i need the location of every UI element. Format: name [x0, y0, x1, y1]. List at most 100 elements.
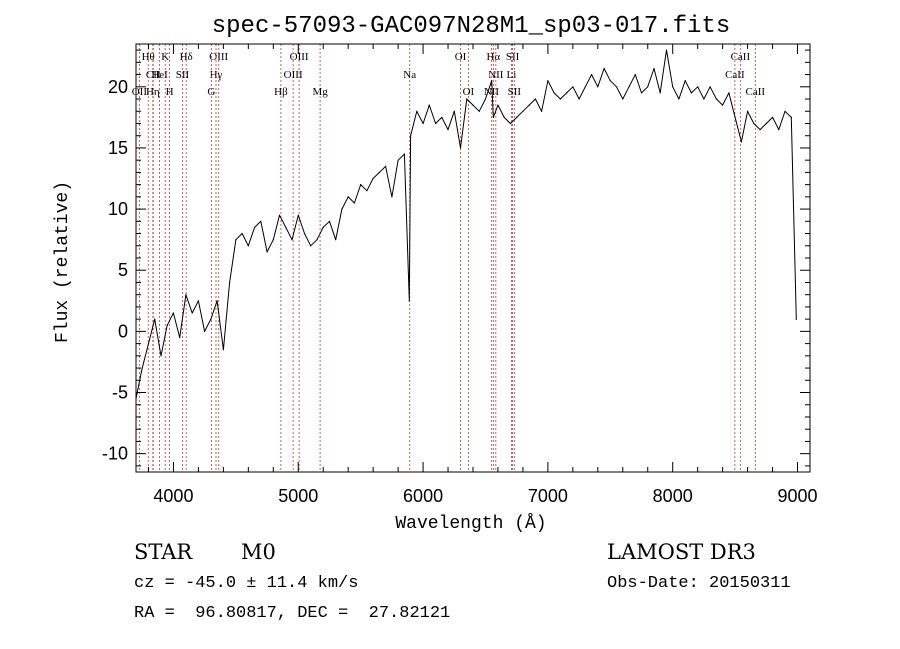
spectrum-point — [397, 159, 399, 161]
spectrum-point — [160, 355, 162, 357]
plot-frame — [135, 43, 811, 473]
spectrum-point — [578, 98, 580, 100]
line-marker-label: G — [207, 86, 215, 98]
spectrum-point — [584, 86, 586, 88]
spectrum-point — [697, 86, 699, 88]
spectrum-point — [659, 92, 661, 94]
spectrum-point — [541, 110, 543, 112]
spectrum-point — [291, 239, 293, 241]
spectrum-point — [534, 98, 537, 100]
spectrum-point — [559, 98, 562, 100]
spectrum-point — [628, 86, 630, 88]
spectrum-point — [278, 214, 281, 216]
spectrum-point — [784, 110, 786, 112]
spectrum-point — [795, 318, 797, 320]
observation-date: Obs-Date: 20150311 — [607, 574, 791, 593]
spectrum-point — [303, 232, 306, 235]
axis-ticks: 4000 5000 6000 7000 8000 9000 -10 -5 0 5 10 15 20 — [102, 44, 818, 506]
spectrum-point — [572, 86, 574, 88]
spectrum-point — [347, 196, 349, 198]
spectrum-point — [447, 129, 449, 131]
spectrum-point — [690, 92, 693, 94]
line-marker-label: CII — [146, 69, 161, 81]
spectrum-point — [790, 116, 792, 118]
spectrum-point — [241, 232, 243, 235]
spectrum-point — [472, 104, 474, 106]
y-tick-label: 20 — [108, 77, 128, 97]
spectrum-point — [441, 116, 443, 118]
line-marker-label: Hη — [146, 86, 160, 98]
spectrum-point — [722, 104, 724, 106]
line-marker-label: NII — [488, 69, 504, 81]
spectrum-point — [684, 80, 686, 82]
spectrum-point — [391, 196, 393, 198]
line-marker-label: SII — [506, 51, 520, 63]
spectrum-point — [528, 104, 530, 106]
spectrum-point — [759, 129, 761, 131]
spectrum-point — [678, 98, 680, 100]
line-marker-label: OII — [132, 86, 148, 98]
spectrum-point — [154, 318, 156, 320]
line-marker-label: Mg — [312, 86, 328, 98]
spectrum-point — [247, 245, 249, 247]
line-marker-label: OIII — [209, 51, 228, 63]
spectrum-point — [316, 239, 318, 241]
spectrum-point — [385, 165, 387, 167]
chart-title: spec-57093-GAC097N28M1_sp03-017.fits — [212, 13, 730, 40]
x-tick-label: 9000 — [777, 486, 817, 506]
spectrum-point — [435, 122, 437, 125]
spectrum-point — [285, 226, 287, 228]
spectrum-point — [360, 184, 362, 186]
spectrum-point — [229, 281, 231, 284]
object-type: STAR — [134, 540, 193, 564]
line-marker-label: OIII — [290, 51, 309, 63]
spectrum-point — [497, 104, 499, 106]
x-tick-label: 8000 — [653, 486, 693, 506]
spectrum-point — [516, 116, 518, 118]
spectrum-point — [728, 92, 730, 94]
spectrum-point — [366, 190, 368, 192]
line-marker-label: H — [166, 86, 174, 98]
spectrum-point — [747, 110, 749, 112]
spectrum-point — [484, 98, 487, 100]
spectrum-point — [179, 336, 181, 339]
spectrum-point — [597, 86, 599, 88]
spectrum-point — [141, 367, 143, 369]
spectrum-point — [547, 80, 549, 82]
spectrum-point — [503, 116, 505, 118]
line-marker-label: NII — [484, 86, 500, 98]
spectrum-point — [603, 67, 605, 70]
y-tick-label: -10 — [102, 444, 128, 464]
line-marker-label: Hγ — [210, 69, 223, 81]
line-marker-label: OI — [463, 86, 475, 98]
spectrum-point — [222, 349, 224, 351]
spectrum-point — [753, 122, 755, 125]
spectrum-point — [672, 86, 674, 88]
spectrum-point — [260, 220, 262, 222]
spectrum-point — [665, 49, 668, 51]
spectrum-series-layer — [135, 49, 797, 400]
line-marker-label: SII — [508, 86, 522, 98]
spectrum-point — [566, 92, 568, 94]
spectrum-point — [172, 312, 174, 314]
spectrum-point — [653, 67, 655, 70]
line-marker-label: Na — [403, 69, 416, 81]
spectrum-point — [703, 98, 705, 100]
spectrum-point — [266, 251, 268, 253]
spectrum-point — [410, 135, 412, 137]
spectrum-point — [185, 294, 187, 296]
line-marker-label: Li — [507, 69, 517, 81]
spectrum-point — [453, 110, 455, 112]
spectrum-line-flux — [135, 49, 797, 399]
line-marker-label: Hθ — [142, 51, 155, 63]
spectrum-point — [492, 116, 494, 118]
spectrum-point — [422, 122, 424, 125]
line-marker-label: Hδ — [180, 51, 193, 63]
spectrum-point — [216, 300, 218, 302]
line-marker-label: CaII — [746, 86, 766, 98]
spectrum-point — [353, 202, 355, 204]
spectrum-point — [765, 122, 767, 125]
spectrum-point — [235, 239, 237, 241]
